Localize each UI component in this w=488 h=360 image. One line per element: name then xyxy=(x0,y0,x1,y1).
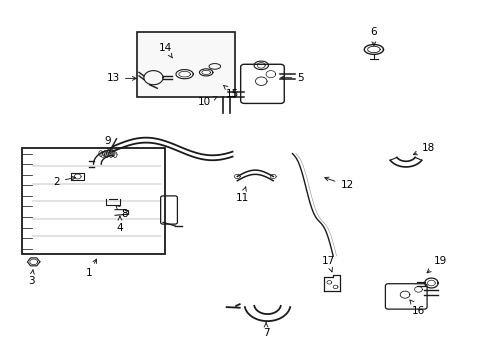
Bar xyxy=(137,32,234,97)
Text: 10: 10 xyxy=(198,96,217,107)
Text: 9: 9 xyxy=(104,136,111,152)
Text: 3: 3 xyxy=(28,270,35,285)
Text: 1: 1 xyxy=(85,259,96,279)
Text: 7: 7 xyxy=(262,323,269,338)
Text: 11: 11 xyxy=(235,187,248,203)
Text: 5: 5 xyxy=(280,73,303,83)
Text: 4: 4 xyxy=(116,216,123,233)
Text: 16: 16 xyxy=(409,300,425,315)
Text: 14: 14 xyxy=(159,43,172,58)
Text: 18: 18 xyxy=(412,143,434,155)
Text: 17: 17 xyxy=(321,256,334,272)
Text: 6: 6 xyxy=(370,27,376,46)
Bar xyxy=(21,148,165,254)
Text: 19: 19 xyxy=(426,256,446,273)
Text: 2: 2 xyxy=(53,176,75,187)
Text: 8: 8 xyxy=(116,205,128,219)
Text: 13: 13 xyxy=(106,73,136,84)
Text: 15: 15 xyxy=(223,85,239,99)
Text: 12: 12 xyxy=(324,177,353,190)
